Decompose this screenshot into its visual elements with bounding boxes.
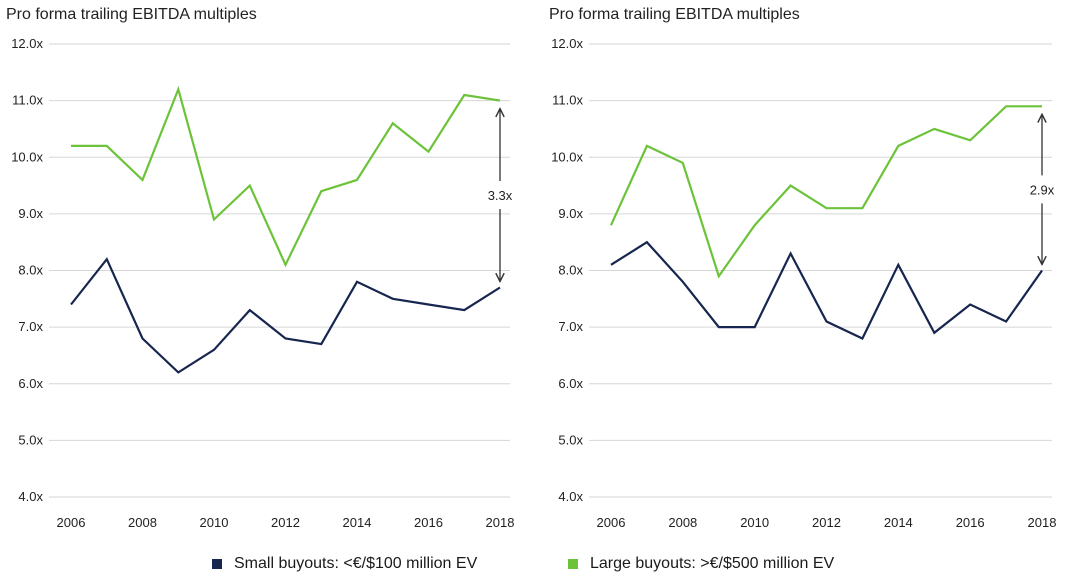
x-tick-label: 2008: [128, 515, 157, 530]
chart-left-plot: 4.0x 5.0x 6.0x 7.0x 8.0x 9.0x 10.0x 11.0x 12.0x 2…: [11, 36, 515, 530]
y-tick-label: 11.0x: [12, 93, 43, 108]
legend: Small buyouts: <€/$100 million EV Large …: [0, 555, 1066, 577]
y-tick-label: 10.0x: [11, 149, 43, 164]
chart-right-plot: 4.0x 5.0x 6.0x 7.0x 8.0x 9.0x 10.0x 11.0x 12.0x 2…: [551, 36, 1057, 530]
x-tick-label: 2016: [956, 515, 985, 530]
x-tick-label: 2014: [884, 515, 913, 530]
series-line-large: [609, 105, 1042, 279]
y-tick-label: 5.0x: [558, 432, 583, 447]
x-tick-label: 2016: [414, 515, 443, 530]
legend-label-large: Large buyouts: >€/$500 million EV: [590, 555, 835, 572]
chart-title: Pro forma trailing EBITDA multiples: [6, 6, 257, 23]
y-tick-label: 7.0x: [18, 319, 43, 334]
chart-left: Pro forma trailing EBITDA multiples 4.0x…: [0, 0, 533, 540]
legend-swatch-large: [568, 559, 578, 569]
x-tick-label: 2008: [668, 515, 697, 530]
y-tick-label: 4.0x: [558, 489, 583, 504]
y-tick-label: 4.0x: [18, 489, 43, 504]
y-tick-label: 5.0x: [18, 432, 43, 447]
x-tick-label: 2018: [1028, 515, 1057, 530]
y-tick-label: 11.0x: [552, 93, 583, 108]
legend-item-large: Large buyouts: >€/$500 million EV: [568, 555, 834, 573]
y-tick-label: 9.0x: [558, 206, 583, 221]
legend-item-small: Small buyouts: <€/$100 million EV: [212, 555, 477, 573]
y-tick-label: 12.0x: [11, 36, 43, 51]
chart-right: Pro forma trailing EBITDA multiples 4.0x…: [543, 0, 1066, 540]
x-tick-label: 2010: [200, 515, 229, 530]
y-tick-label: 10.0x: [551, 149, 583, 164]
gap-label: 2.9x: [1030, 182, 1055, 197]
x-tick-label: 2012: [271, 515, 300, 530]
x-tick-label: 2014: [343, 515, 372, 530]
y-tick-label: 8.0x: [18, 263, 43, 278]
series-line-small: [70, 257, 501, 374]
legend-swatch-small: [212, 559, 222, 569]
series-line-large: [71, 85, 501, 268]
y-tick-label: 9.0x: [18, 206, 43, 221]
series-line-small: [610, 240, 1043, 340]
x-tick-label: 2012: [812, 515, 841, 530]
gap-label: 3.3x: [488, 188, 513, 203]
y-tick-label: 12.0x: [551, 36, 583, 51]
y-tick-label: 8.0x: [558, 263, 583, 278]
x-tick-label: 2018: [486, 515, 515, 530]
x-tick-label: 2010: [740, 515, 769, 530]
y-tick-label: 6.0x: [18, 376, 43, 391]
x-tick-label: 2006: [57, 515, 86, 530]
legend-label-small: Small buyouts: <€/$100 million EV: [234, 555, 478, 572]
y-tick-label: 6.0x: [558, 376, 583, 391]
x-tick-label: 2006: [597, 515, 626, 530]
chart-title: Pro forma trailing EBITDA multiples: [549, 6, 800, 23]
y-tick-label: 7.0x: [558, 319, 583, 334]
